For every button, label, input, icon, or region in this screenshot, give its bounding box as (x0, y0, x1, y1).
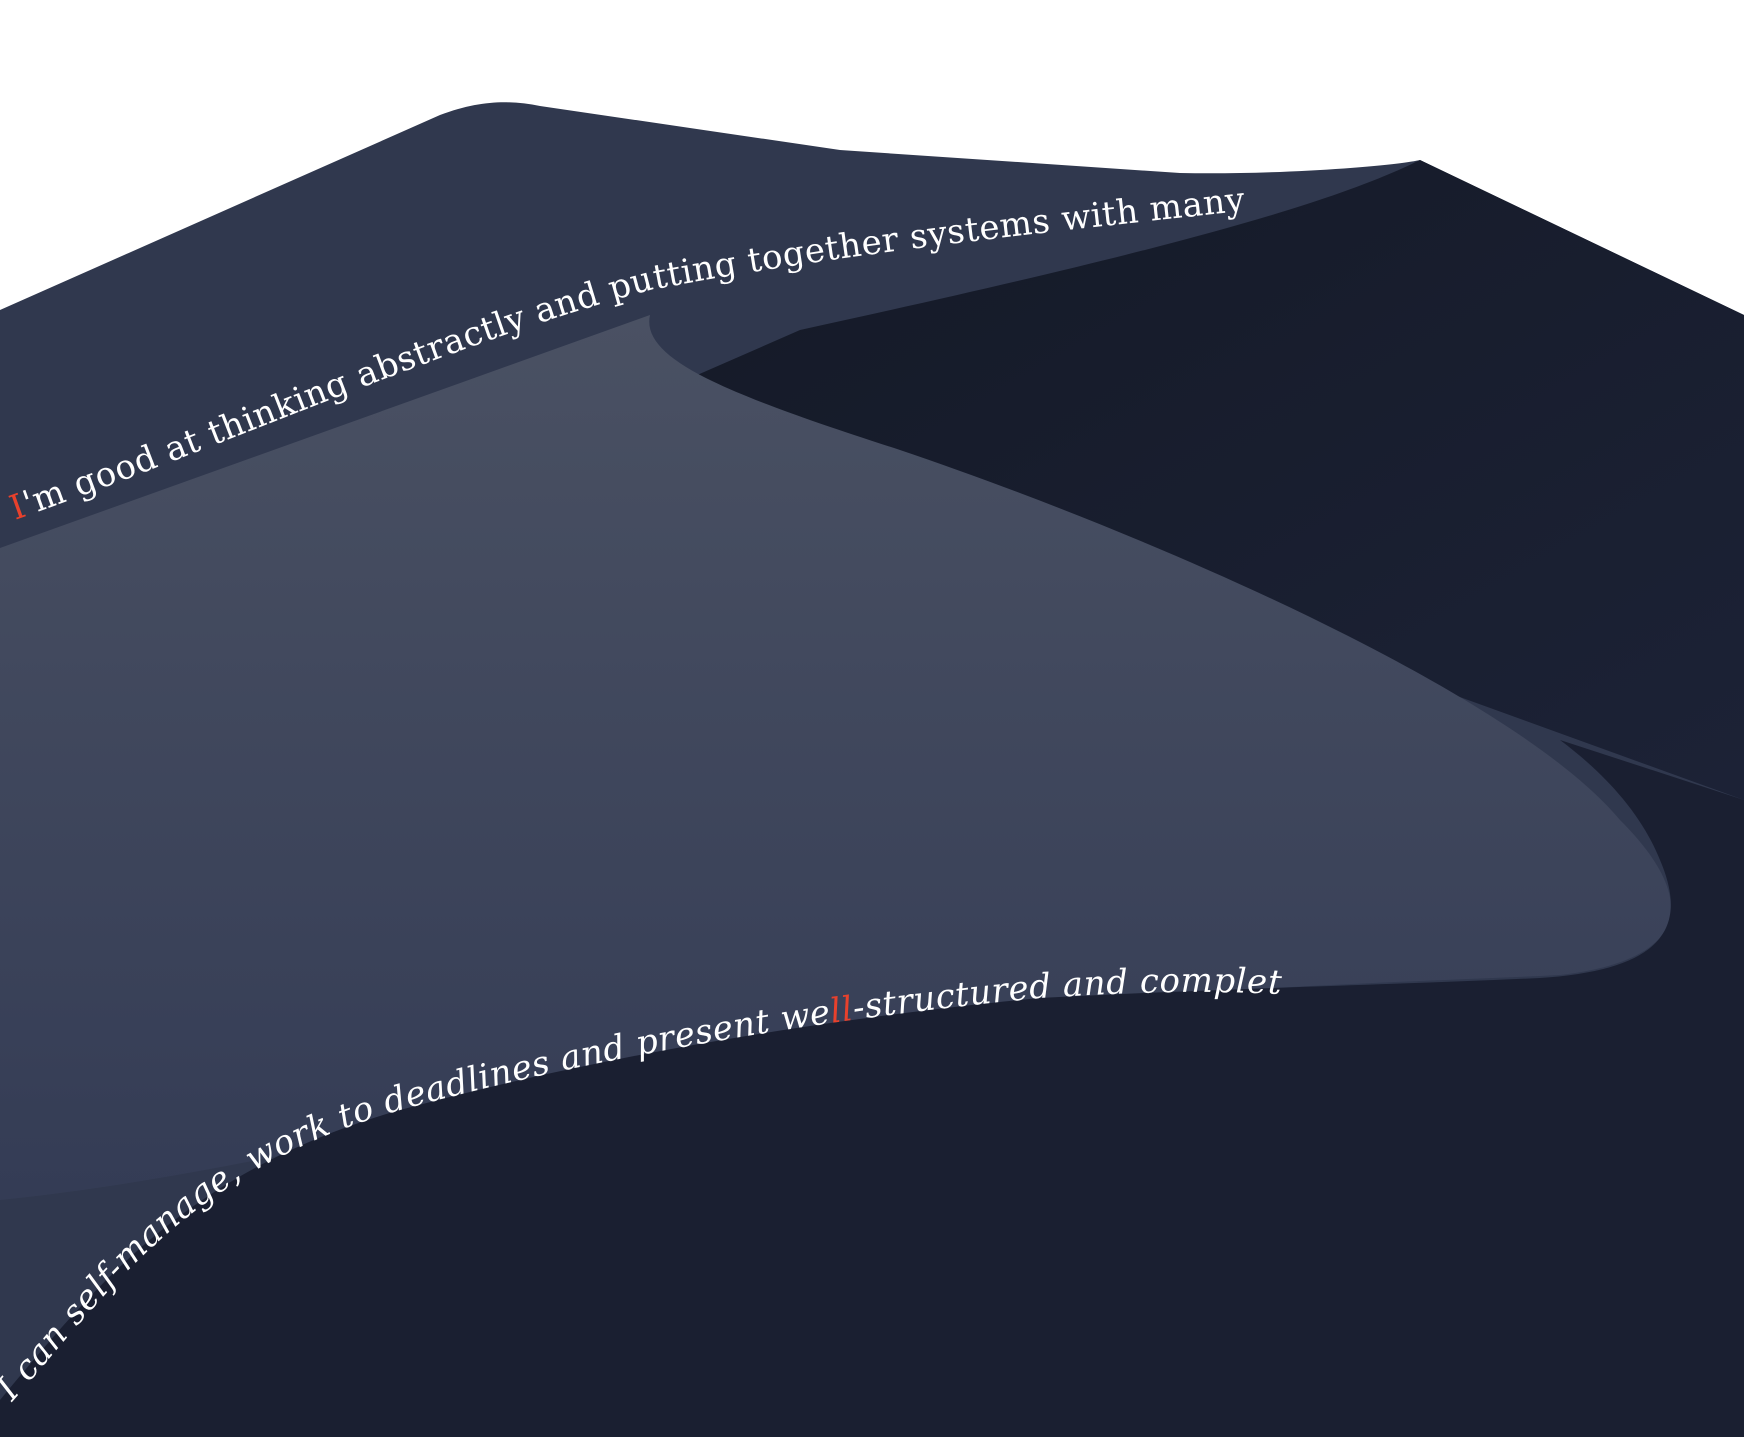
lit-dune-face (0, 315, 1671, 1200)
shadow-dune (640, 160, 1744, 800)
front-dune (0, 740, 1744, 1437)
